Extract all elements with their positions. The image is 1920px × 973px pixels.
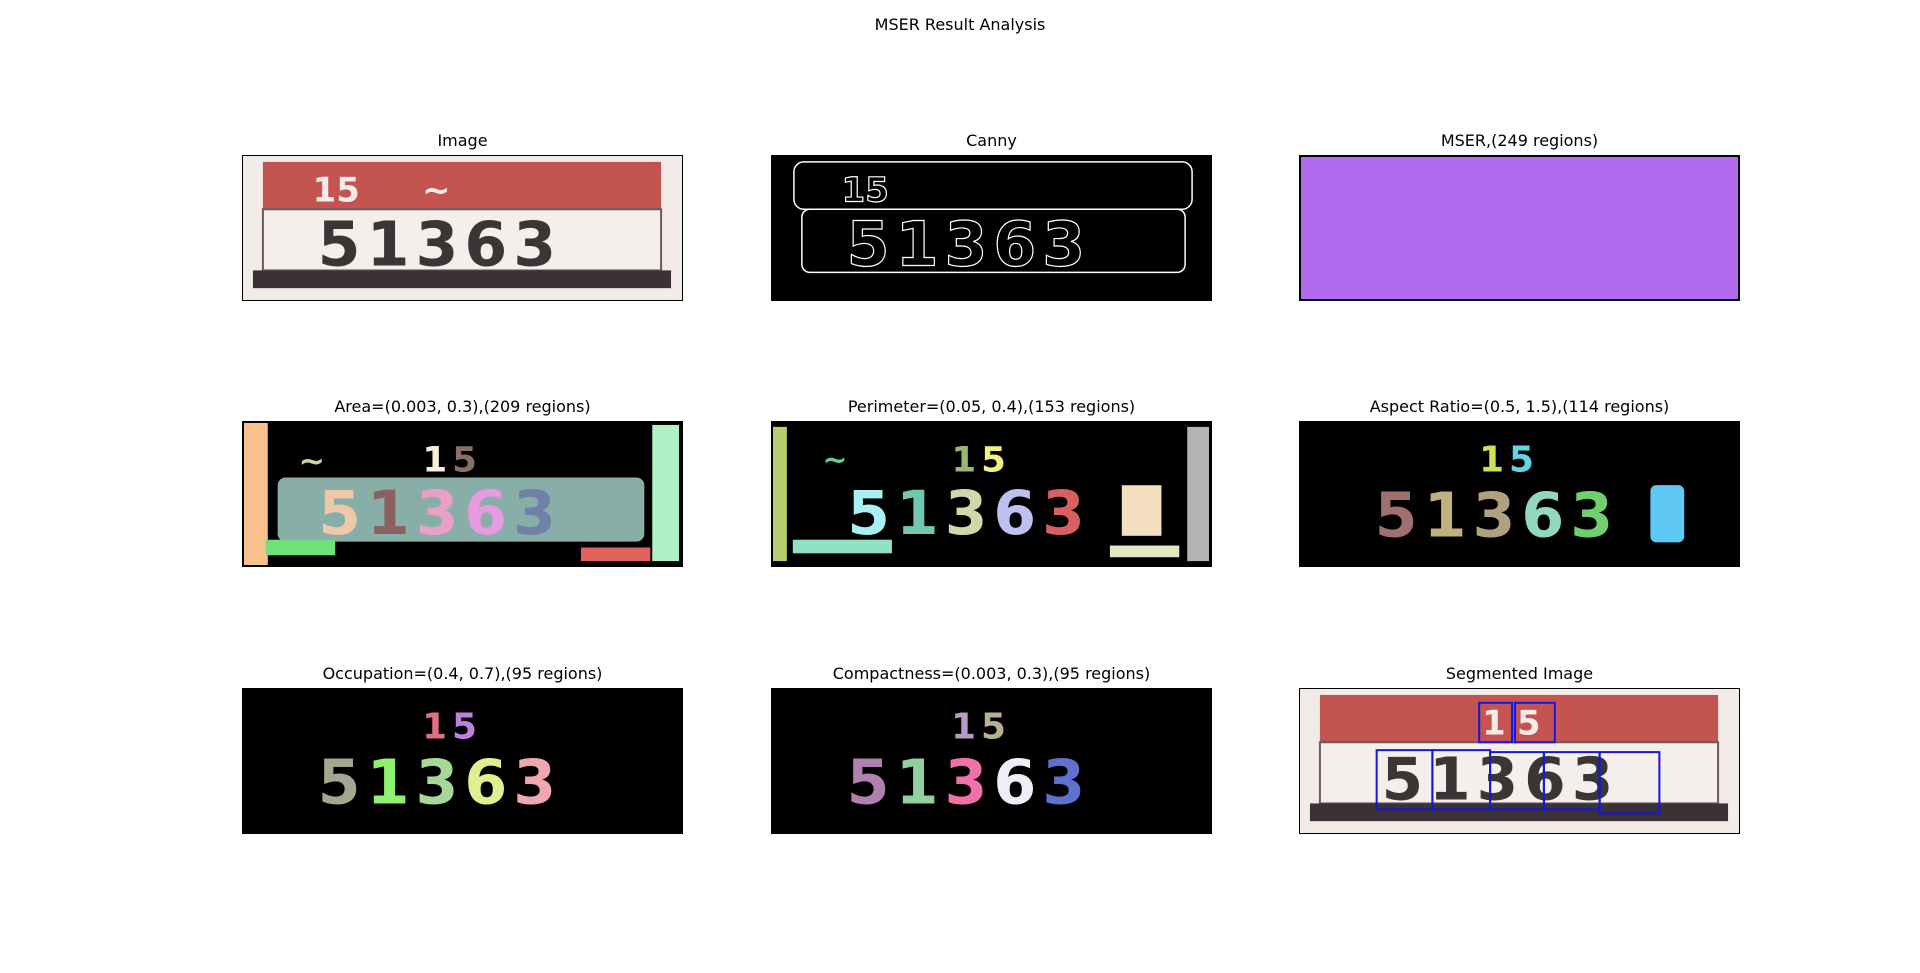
panel-image: Image 15 ~ 51363: [242, 131, 683, 301]
svg-text:~: ~: [299, 444, 326, 480]
panel-area: Area=(0.003, 0.3),(209 regions) ~ 1 5 51…: [242, 397, 683, 567]
panel-title: Occupation=(0.4, 0.7),(95 regions): [322, 664, 603, 683]
svg-text:1: 1: [951, 440, 976, 481]
segmented-plate-image: 1 5 51363: [1299, 688, 1740, 834]
svg-text:~: ~: [823, 443, 848, 477]
panel-title: Canny: [966, 131, 1017, 150]
svg-text:5: 5: [1509, 439, 1534, 480]
compactness-filter-image: 1 5 51363: [771, 688, 1212, 834]
segment-boxes: [1375, 701, 1661, 815]
segmented-plate-text: 51363: [1382, 746, 1620, 815]
canny-edges-image: 15 51363: [771, 155, 1212, 301]
panel-occupation: Occupation=(0.4, 0.7),(95 regions) 1 5 5…: [242, 664, 683, 834]
svg-text:51363: 51363: [847, 478, 1090, 548]
plate-top-text: 15: [313, 171, 360, 210]
panel-title: Compactness=(0.003, 0.3),(95 regions): [832, 664, 1151, 683]
perimeter-filter-image: ~ 1 5 51363: [771, 421, 1212, 567]
svg-text:1: 1: [1482, 704, 1506, 743]
segment-box: [1598, 751, 1661, 815]
svg-text:51363: 51363: [318, 748, 563, 819]
svg-text:51363: 51363: [318, 478, 561, 548]
panel-canny: Canny 15 51363: [771, 131, 1212, 301]
mser-regions-image: [1299, 155, 1740, 301]
area-filter-image: ~ 1 5 51363: [242, 421, 683, 567]
svg-text:5: 5: [452, 706, 477, 747]
segment-box: [1514, 701, 1556, 744]
panel-title: Area=(0.003, 0.3),(209 regions): [334, 397, 591, 416]
svg-text:51363: 51363: [847, 748, 1092, 819]
svg-text:5: 5: [1517, 704, 1541, 743]
panel-title: Image: [437, 131, 488, 150]
panel-segmented: Segmented Image 1 5 51363: [1299, 664, 1740, 834]
svg-text:~: ~: [422, 171, 450, 210]
panel-perimeter: Perimeter=(0.05, 0.4),(153 regions) ~ 1 …: [771, 397, 1212, 567]
svg-text:5: 5: [981, 706, 1006, 747]
aspect-ratio-filter-image: 1 5 51363: [1299, 421, 1740, 567]
svg-text:15: 15: [842, 171, 889, 210]
canny-digits: 51363: [847, 210, 1092, 281]
occupation-filter-image: 1 5 51363: [242, 688, 683, 834]
segment-box: [1478, 701, 1514, 744]
panel-compactness: Compactness=(0.003, 0.3),(95 regions) 1 …: [771, 664, 1212, 834]
original-plate-image: 15 ~ 51363: [242, 155, 683, 301]
svg-text:1: 1: [1479, 439, 1504, 480]
panel-aspect-ratio: Aspect Ratio=(0.5, 1.5),(114 regions) 1 …: [1299, 397, 1740, 567]
svg-text:51363: 51363: [1375, 481, 1620, 552]
panel-title: Aspect Ratio=(0.5, 1.5),(114 regions): [1369, 397, 1670, 416]
plate-main-text: 51363: [318, 210, 563, 281]
figure-title: MSER Result Analysis: [874, 15, 1046, 34]
svg-text:1: 1: [422, 440, 447, 481]
svg-text:5: 5: [452, 440, 477, 481]
svg-text:5: 5: [981, 440, 1006, 481]
panel-title: MSER,(249 regions): [1440, 131, 1599, 150]
svg-text:1: 1: [951, 706, 976, 747]
panel-title: Perimeter=(0.05, 0.4),(153 regions): [847, 397, 1136, 416]
panel-title: Segmented Image: [1445, 664, 1594, 683]
panel-mser: MSER,(249 regions): [1299, 131, 1740, 301]
svg-text:1: 1: [422, 706, 447, 747]
